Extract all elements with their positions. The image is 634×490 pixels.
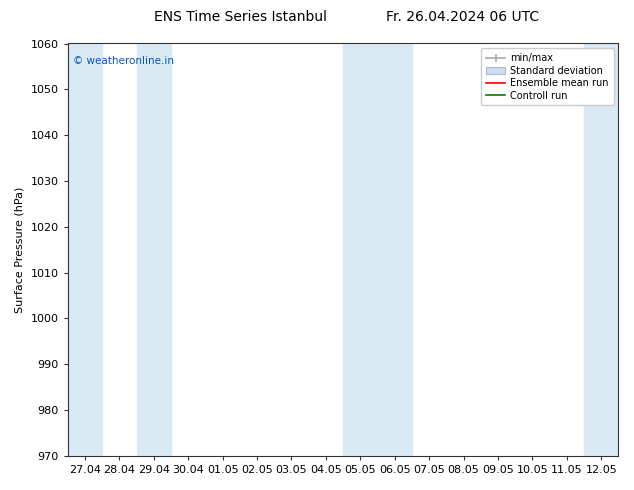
Text: Fr. 26.04.2024 06 UTC: Fr. 26.04.2024 06 UTC <box>386 10 540 24</box>
Bar <box>68 44 102 456</box>
Text: ENS Time Series Istanbul: ENS Time Series Istanbul <box>155 10 327 24</box>
Bar <box>136 44 171 456</box>
Y-axis label: Surface Pressure (hPa): Surface Pressure (hPa) <box>15 187 25 313</box>
Legend: min/max, Standard deviation, Ensemble mean run, Controll run: min/max, Standard deviation, Ensemble me… <box>481 49 614 105</box>
Bar <box>584 44 619 456</box>
Text: © weatheronline.in: © weatheronline.in <box>73 56 174 66</box>
Bar <box>343 44 412 456</box>
